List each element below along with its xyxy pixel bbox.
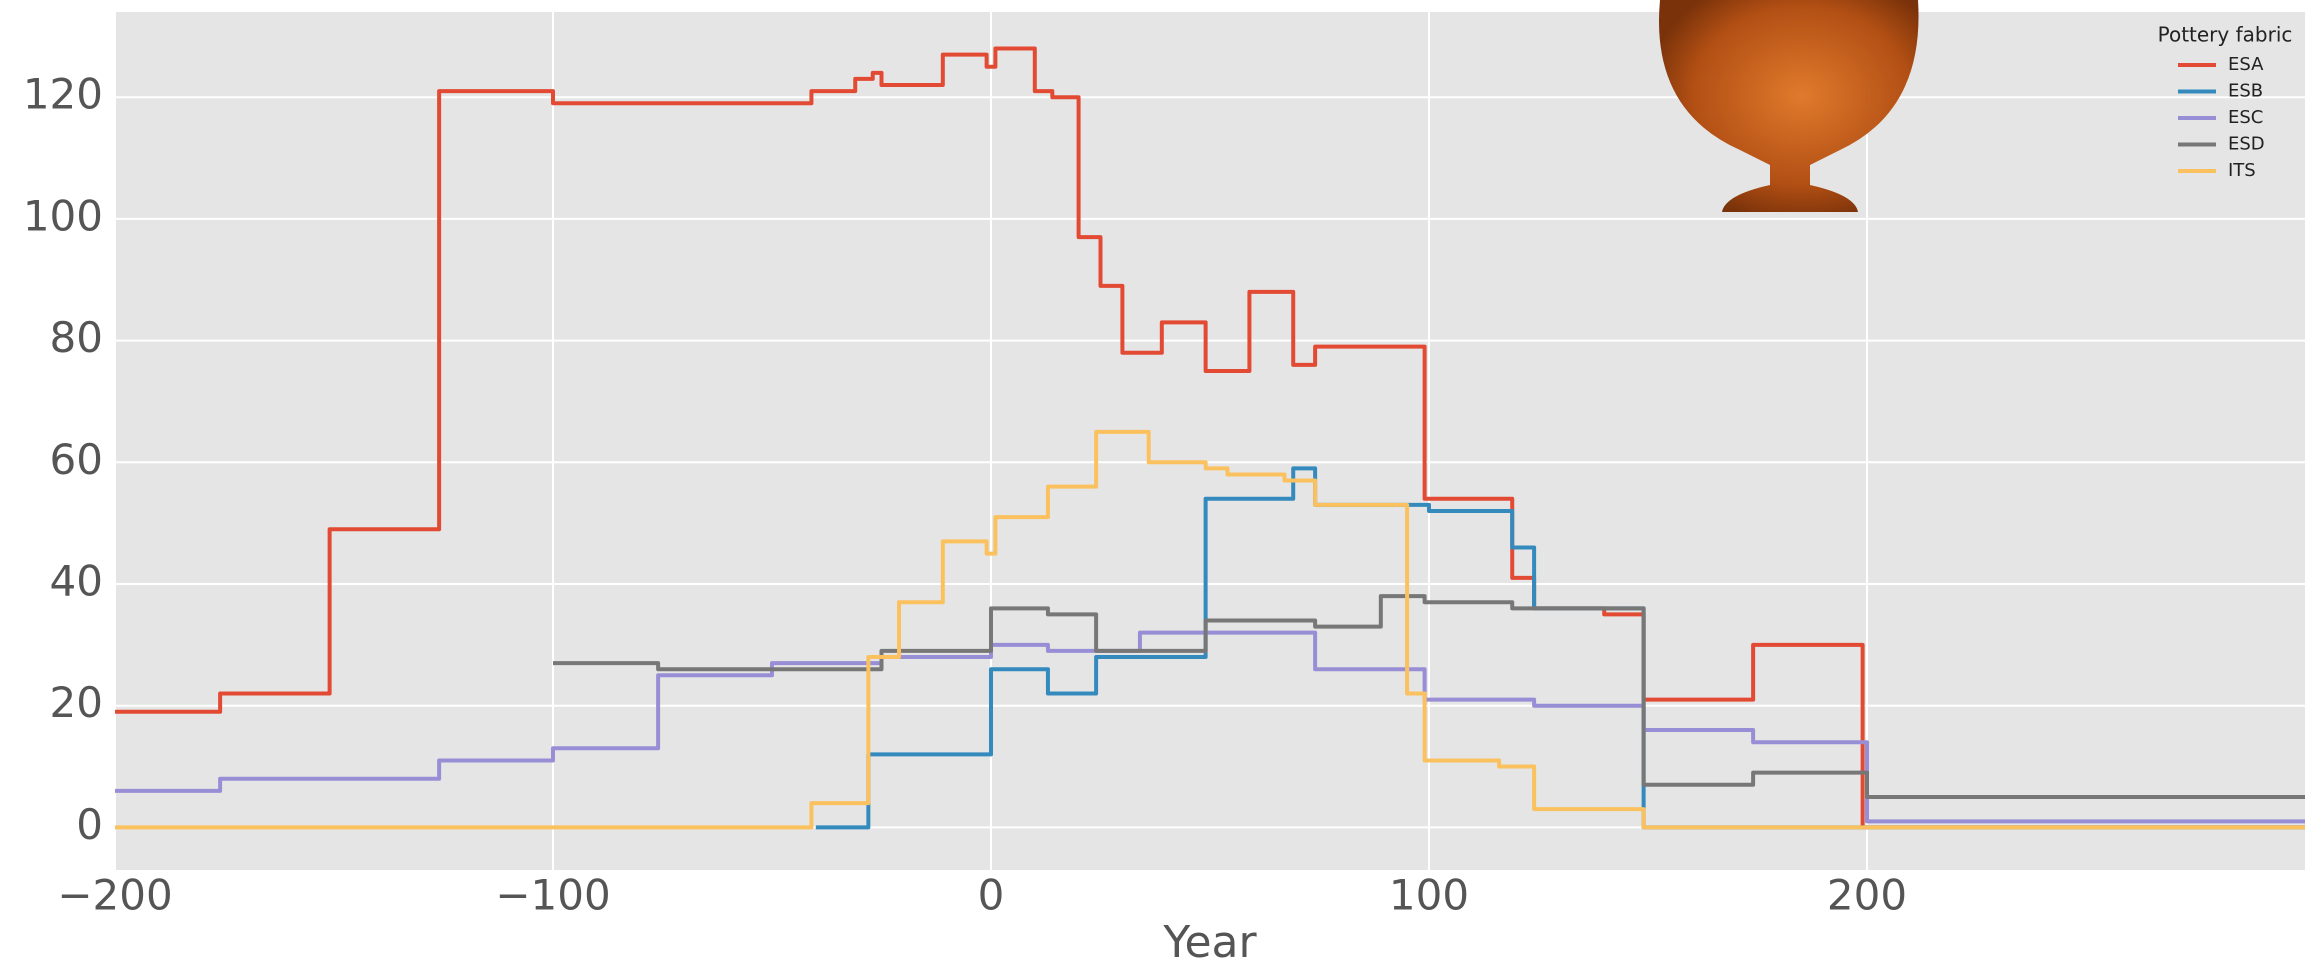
- chart: Year Pottery fabric ESA ESB ESC ESD ITS 0 20 4…: [0, 0, 2305, 973]
- legend-label: ESA: [2228, 54, 2264, 75]
- x-tick-label: 0: [978, 871, 1005, 920]
- x-tick-label: −200: [57, 871, 172, 920]
- x-axis-label: Year: [1162, 917, 1257, 968]
- legend-label: ESC: [2228, 107, 2263, 128]
- y-tick-label: 60: [50, 435, 103, 484]
- y-tick-label: 20: [50, 678, 103, 727]
- x-tick-label: 200: [1827, 871, 1907, 920]
- legend-label: ESB: [2228, 81, 2263, 102]
- y-tick-label: 80: [50, 313, 103, 362]
- legend-label: ITS: [2228, 160, 2256, 181]
- y-tick-label: 40: [50, 557, 103, 606]
- x-tick-label: 100: [1389, 871, 1469, 920]
- legend-title: Pottery fabric: [2158, 23, 2293, 47]
- legend-label: ESD: [2228, 134, 2265, 155]
- y-tick-label: 0: [76, 800, 103, 849]
- y-tick-label: 120: [23, 70, 103, 119]
- x-tick-label: −100: [495, 871, 610, 920]
- y-tick-label: 100: [23, 191, 103, 240]
- plot-area: [115, 12, 2305, 870]
